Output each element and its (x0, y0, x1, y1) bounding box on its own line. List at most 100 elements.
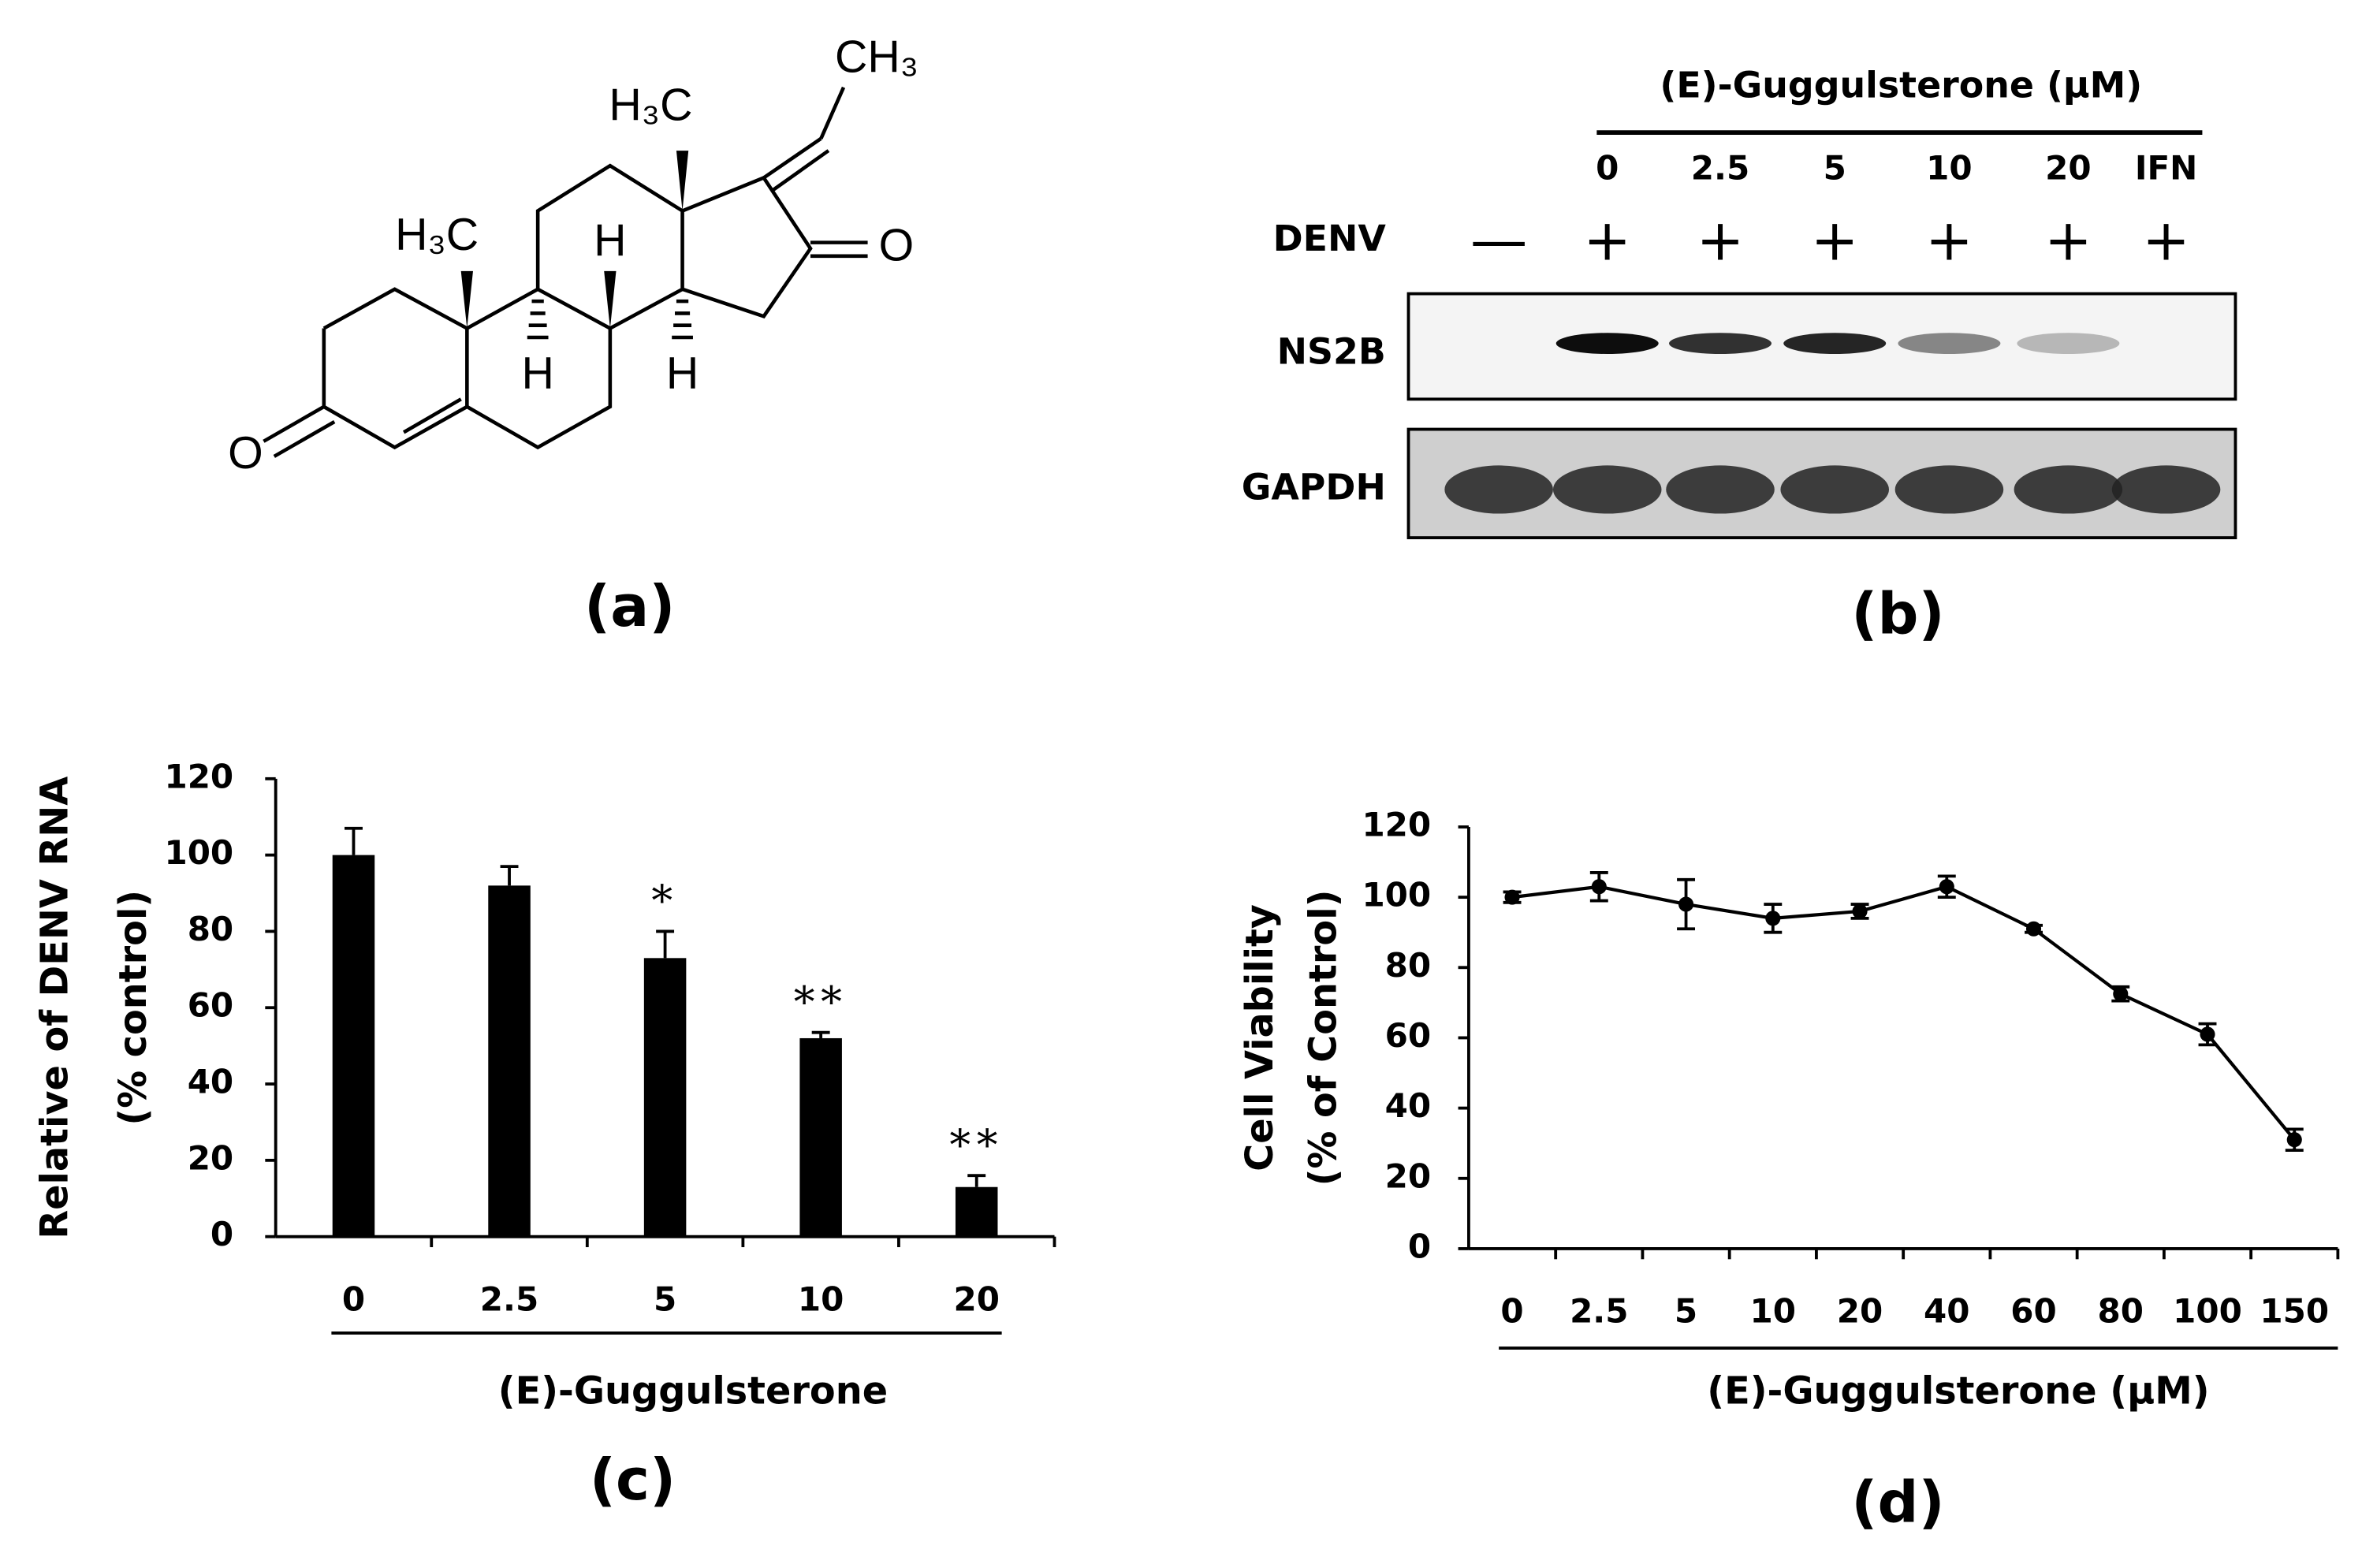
x-tick-label: 2.5 (480, 1279, 538, 1318)
point (1678, 896, 1694, 912)
point (2200, 1026, 2215, 1042)
x-tick-label: 150 (2260, 1292, 2329, 1331)
x-axis-label: (E)-Guggulsterone (μM) (1707, 1369, 2209, 1413)
y-tick-label: 20 (188, 1138, 233, 1177)
row-label: NS2B (1277, 330, 1386, 373)
y-tick-label: 40 (188, 1063, 233, 1101)
y-tick-label: 80 (188, 910, 233, 948)
y-tick-label: 20 (1385, 1156, 1431, 1195)
point (2025, 921, 2042, 937)
x-tick-label: 5 (654, 1279, 676, 1318)
atom-label: H (594, 216, 626, 266)
lane-label: IFN (2135, 148, 2198, 187)
row-label: GAPDH (1242, 465, 1386, 508)
denv-sign: + (1811, 208, 1859, 274)
point (1504, 889, 1520, 905)
x-tick-label: 40 (1924, 1292, 1969, 1331)
molecule-bonds (263, 86, 868, 458)
x-tick-label: 80 (2098, 1292, 2144, 1331)
band (1555, 333, 1659, 355)
atom-label: H (521, 348, 553, 399)
band (2111, 465, 2221, 514)
point (1852, 903, 1868, 919)
x-tick-label: 0 (1500, 1292, 1523, 1331)
y-tick-label: 100 (164, 833, 233, 872)
bar (643, 958, 687, 1237)
band (1666, 465, 1775, 514)
x-tick-label: 20 (953, 1279, 999, 1318)
y-tick-label: 40 (1385, 1086, 1431, 1125)
treatment-label: (E)-Guggulsterone (μM) (1660, 63, 2142, 106)
band (1894, 465, 2004, 514)
band (1669, 333, 1772, 355)
denv-sign: + (1925, 208, 1973, 274)
denv-sign: + (2044, 208, 2092, 274)
x-tick-label: 0 (342, 1279, 365, 1318)
wedge (460, 270, 473, 329)
lane-label: 0 (1596, 148, 1619, 187)
band (1898, 333, 2001, 355)
x-tick-label: 20 (1837, 1292, 1883, 1331)
lane-label: 5 (1824, 148, 1846, 187)
lane-label: 2.5 (1691, 148, 1749, 187)
hash (527, 299, 549, 340)
bar (332, 855, 375, 1237)
y-tick-label: 0 (1408, 1227, 1431, 1265)
band (1780, 465, 1890, 514)
atom-label: H₃C (395, 210, 479, 260)
point (2286, 1132, 2302, 1148)
row-label: DENV (1273, 217, 1387, 259)
y-tick-label: 0 (210, 1215, 233, 1253)
y-axis-label: Cell Viability (1239, 904, 1282, 1171)
point (1939, 879, 1954, 895)
band (2014, 465, 2123, 514)
denv-sign: — (1470, 208, 1528, 274)
x-axis-label: (E)-Guggulsterone (498, 1369, 888, 1413)
atom-label: H₃C (609, 80, 692, 131)
atom-label: O (228, 428, 263, 479)
denv-sign: + (1583, 208, 1631, 274)
significance-label: * (651, 876, 678, 926)
x-tick-label: 10 (798, 1279, 844, 1318)
y-tick-label: 120 (1362, 805, 1431, 844)
panel-label: (b) (1851, 581, 1944, 647)
band (1444, 465, 1553, 514)
bar (488, 885, 531, 1237)
panel-label: (d) (1851, 1470, 1944, 1536)
bar (799, 1037, 842, 1237)
atom-label: CH₃ (835, 32, 918, 83)
wedge (604, 270, 617, 329)
bar (955, 1186, 998, 1237)
x-tick-label: 60 (2010, 1292, 2056, 1331)
panel-label: (c) (590, 1447, 676, 1514)
wedge (676, 151, 689, 211)
lane-label: 20 (2045, 148, 2091, 187)
point (1765, 911, 1781, 926)
point (2113, 986, 2129, 1002)
y-tick-label: 120 (164, 757, 233, 795)
denv-sign: + (2142, 208, 2190, 274)
point (1591, 879, 1607, 895)
atom-label: H (666, 348, 699, 399)
y-tick-label: 100 (1362, 876, 1431, 914)
y-axis-label: Relative of DENV RNA (34, 777, 77, 1239)
band (2017, 333, 2120, 355)
significance-label: ** (794, 977, 848, 1026)
lane-label: 10 (1926, 148, 1972, 187)
y-axis-label: (% control) (112, 890, 155, 1126)
band (1552, 465, 1662, 514)
hash (672, 299, 693, 340)
x-tick-label: 2.5 (1570, 1292, 1628, 1331)
atom-label: O (879, 220, 915, 270)
y-axis-label: (% of Control) (1302, 890, 1345, 1186)
y-tick-label: 60 (188, 986, 233, 1025)
x-tick-label: 5 (1675, 1292, 1697, 1331)
y-tick-label: 60 (1385, 1016, 1431, 1055)
band (1783, 333, 1887, 355)
x-tick-label: 10 (1750, 1292, 1796, 1331)
panel-label: (a) (584, 574, 675, 640)
denv-sign: + (1697, 208, 1745, 274)
y-tick-label: 80 (1385, 946, 1431, 985)
x-tick-label: 100 (2173, 1292, 2242, 1331)
